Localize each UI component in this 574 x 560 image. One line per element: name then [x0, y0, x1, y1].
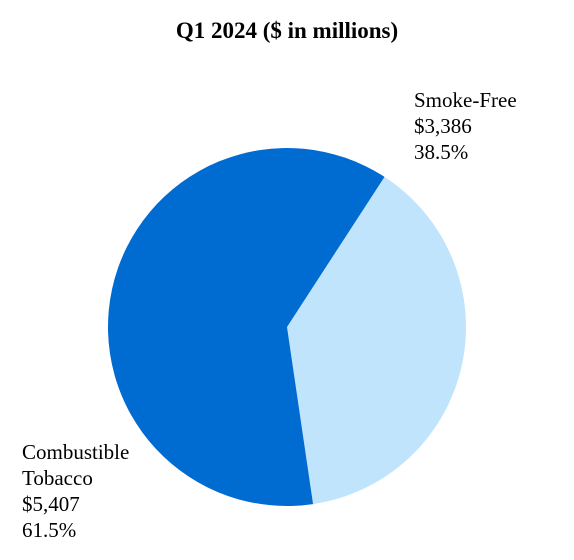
slice-0-name-line-0: Smoke-Free [414, 88, 517, 112]
slice-1-percent-label: 61.5% [22, 518, 76, 542]
slice-1-value-label: $5,407 [22, 492, 80, 516]
pie-slice-1 [107, 147, 385, 506]
slice-0-value-label: $3,386 [414, 114, 472, 138]
chart-title: Q1 2024 ($ in millions) [176, 18, 398, 43]
slice-1-name-line-0: Combustible [22, 440, 129, 464]
slice-0-percent-label: 38.5% [414, 140, 468, 164]
slice-1-name-line-1: Tobacco [22, 466, 93, 490]
pie-slice-0 [287, 176, 466, 505]
pie-slices [107, 147, 466, 506]
